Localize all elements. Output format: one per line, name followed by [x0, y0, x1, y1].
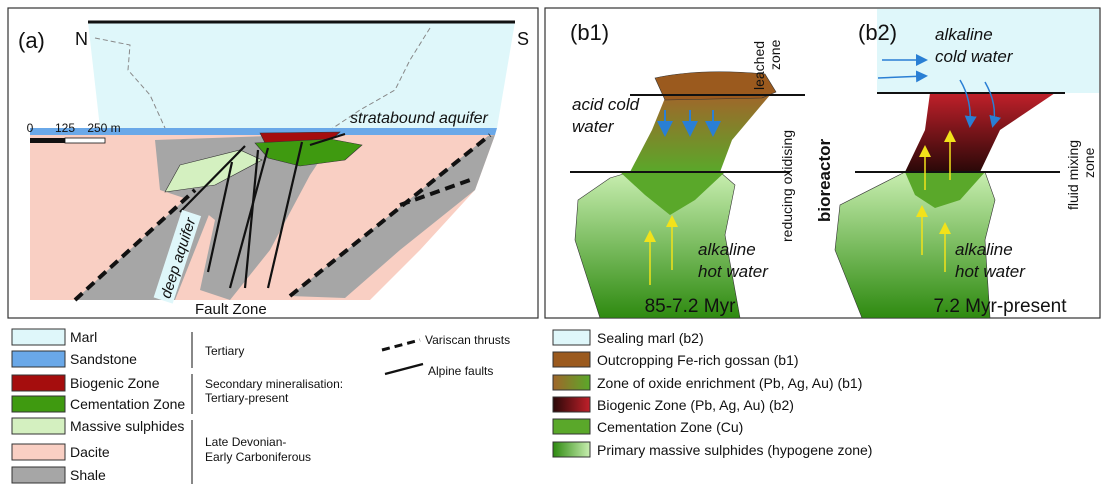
scale-label: 125 — [55, 121, 75, 135]
swatch — [12, 329, 65, 345]
annotation: hot water — [955, 262, 1026, 281]
swatch — [12, 396, 65, 412]
scale-label: 250 m — [87, 121, 120, 135]
legend-line — [385, 364, 423, 374]
group-label: Secondary mineralisation: — [205, 377, 343, 391]
annotation: fluid mixing — [1065, 140, 1081, 210]
legend-label: Cementation Zone (Cu) — [597, 419, 743, 435]
panel-a: 0 125 250 m (a) N S stratabound aquifer … — [8, 8, 538, 318]
annotation: bioreactor — [815, 138, 834, 222]
legend-label: Cementation Zone — [70, 396, 185, 412]
swatch — [553, 330, 590, 345]
annotation: zone — [767, 39, 783, 70]
annotation: alkaline — [955, 240, 1013, 259]
group-label: Tertiary — [205, 344, 244, 358]
scale-bar — [65, 138, 105, 143]
legend-label: Variscan thrusts — [425, 333, 510, 347]
panel-b: (b1) acid cold water alkaline hot water … — [545, 8, 1100, 318]
panel-label: (b1) — [570, 20, 609, 45]
scale-bar — [30, 138, 65, 143]
annotation: alkaline — [698, 240, 756, 259]
group-label: Late Devonian- — [205, 435, 286, 449]
direction: N — [75, 29, 88, 49]
annotation: water — [572, 117, 615, 136]
age: 7.2 Myr-present — [933, 296, 1067, 317]
legend-models: Sealing marl (b2) Outcropping Fe-rich go… — [553, 330, 872, 458]
legend-label: Zone of oxide enrichment (Pb, Ag, Au) (b… — [597, 375, 862, 391]
swatch — [553, 442, 590, 457]
legend-label: Biogenic Zone — [70, 375, 160, 391]
group-label: Early Carboniferous — [205, 450, 311, 464]
legend-line — [382, 340, 420, 350]
swatch — [553, 419, 590, 434]
legend-label: Dacite — [70, 444, 110, 460]
panel-label: (b2) — [858, 20, 897, 45]
swatch — [553, 375, 590, 390]
panel-label: (a) — [18, 28, 45, 53]
figure: 0 125 250 m (a) N S stratabound aquifer … — [0, 0, 1105, 484]
annotation: acid cold — [572, 95, 640, 114]
legend-label: Alpine faults — [428, 364, 493, 378]
swatch — [553, 352, 590, 367]
legend-label: Marl — [70, 329, 97, 345]
annotation: leached — [751, 41, 767, 90]
annotation: alkaline — [935, 25, 993, 44]
direction: S — [517, 29, 529, 49]
group-label: Tertiary-present — [205, 391, 289, 405]
swatch — [12, 467, 65, 483]
legend-label: Outcropping Fe-rich gossan (b1) — [597, 352, 799, 368]
legend-label: Sandstone — [70, 351, 137, 367]
legend-label: Massive sulphides — [70, 418, 184, 434]
annotation: reducing oxidising — [779, 130, 795, 242]
legend-label: Shale — [70, 467, 106, 483]
legend-label: Sealing marl (b2) — [597, 330, 704, 346]
age: 85-7.2 Myr — [645, 296, 736, 317]
legend-label: Biogenic Zone (Pb, Ag, Au) (b2) — [597, 397, 794, 413]
legend-units: Marl Sandstone Biogenic Zone Cementation… — [12, 329, 510, 484]
swatch — [12, 444, 65, 460]
page: 0 125 250 m (a) N S stratabound aquifer … — [0, 0, 1105, 484]
swatch — [12, 375, 65, 391]
swatch — [12, 418, 65, 434]
annotation: stratabound aquifer — [350, 110, 489, 127]
annotation: hot water — [698, 262, 769, 281]
swatch — [12, 351, 65, 367]
annotation: Fault Zone — [195, 301, 267, 318]
legend-label: Primary massive sulphides (hypogene zone… — [597, 442, 872, 458]
annotation: zone — [1081, 147, 1097, 178]
scale-label: 0 — [27, 121, 34, 135]
annotation: cold water — [935, 47, 1014, 66]
swatch — [553, 397, 590, 412]
